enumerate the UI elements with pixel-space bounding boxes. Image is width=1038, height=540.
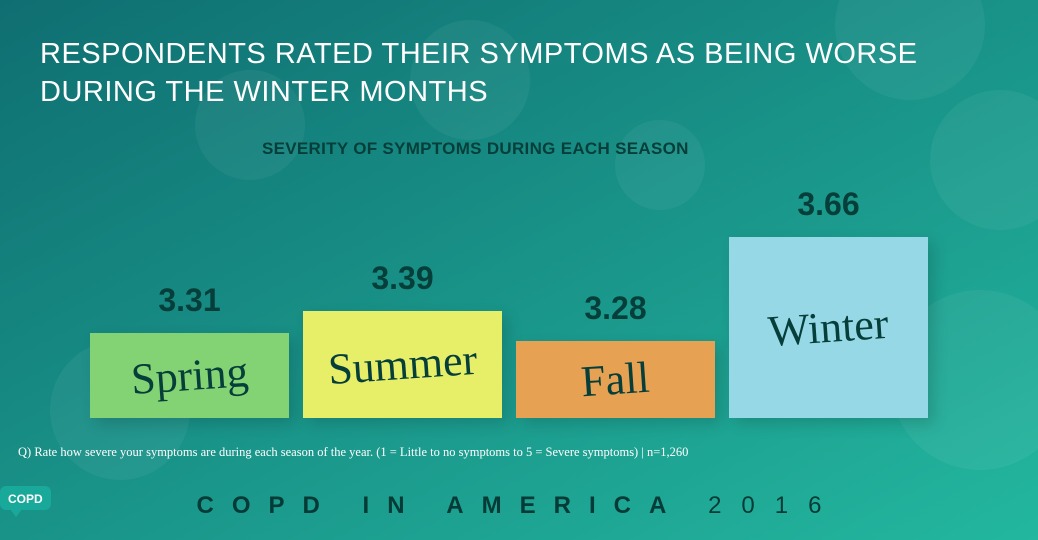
bar-label: Spring (129, 346, 250, 405)
bar-wrap-spring: 3.31 Spring (90, 138, 289, 418)
bar-wrap-summer: 3.39 Summer (303, 138, 502, 418)
footer-year: 2016 (708, 492, 841, 519)
infographic-canvas: RESPONDENTS RATED THEIR SYMPTOMS AS BEIN… (0, 0, 1038, 540)
bar-label: Summer (326, 334, 478, 395)
main-heading: RESPONDENTS RATED THEIR SYMPTOMS AS BEIN… (40, 36, 998, 111)
copd-badge: COPD (0, 486, 54, 526)
bar-value: 3.66 (797, 186, 859, 223)
season-bar-chart: 3.31 Spring 3.39 Summer 3.28 Fall 3.66 Winter (90, 138, 928, 418)
survey-footnote: Q) Rate how severe your symptoms are dur… (18, 445, 688, 460)
bar-value: 3.31 (158, 282, 220, 319)
bar: Winter (729, 237, 928, 419)
bar-label: Winter (767, 298, 891, 357)
bar-label: Fall (580, 352, 652, 408)
bar-value: 3.28 (584, 290, 646, 327)
bar-wrap-fall: 3.28 Fall (516, 138, 715, 418)
bar: Fall (516, 341, 715, 418)
copd-badge-bubble: COPD (0, 486, 51, 510)
footer-title: COPD IN AMERICA 2016 (0, 492, 1038, 520)
bar: Summer (303, 311, 502, 418)
footer-main: COPD IN AMERICA (197, 492, 684, 519)
bar: Spring (90, 333, 289, 418)
bar-wrap-winter: 3.66 Winter (729, 138, 928, 418)
bar-value: 3.39 (371, 260, 433, 297)
